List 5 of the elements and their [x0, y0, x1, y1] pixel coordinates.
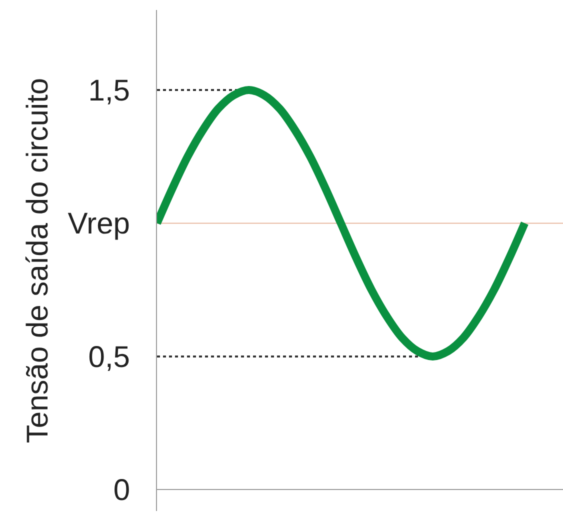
y-tick-label: Vrep — [68, 208, 130, 241]
y-axis-title: Tensão de saída do circuito — [22, 78, 55, 444]
y-tick-label: 0,5 — [88, 340, 130, 374]
y-tick-label: 1,5 — [88, 74, 130, 108]
y-tick-label: 0 — [113, 474, 130, 508]
